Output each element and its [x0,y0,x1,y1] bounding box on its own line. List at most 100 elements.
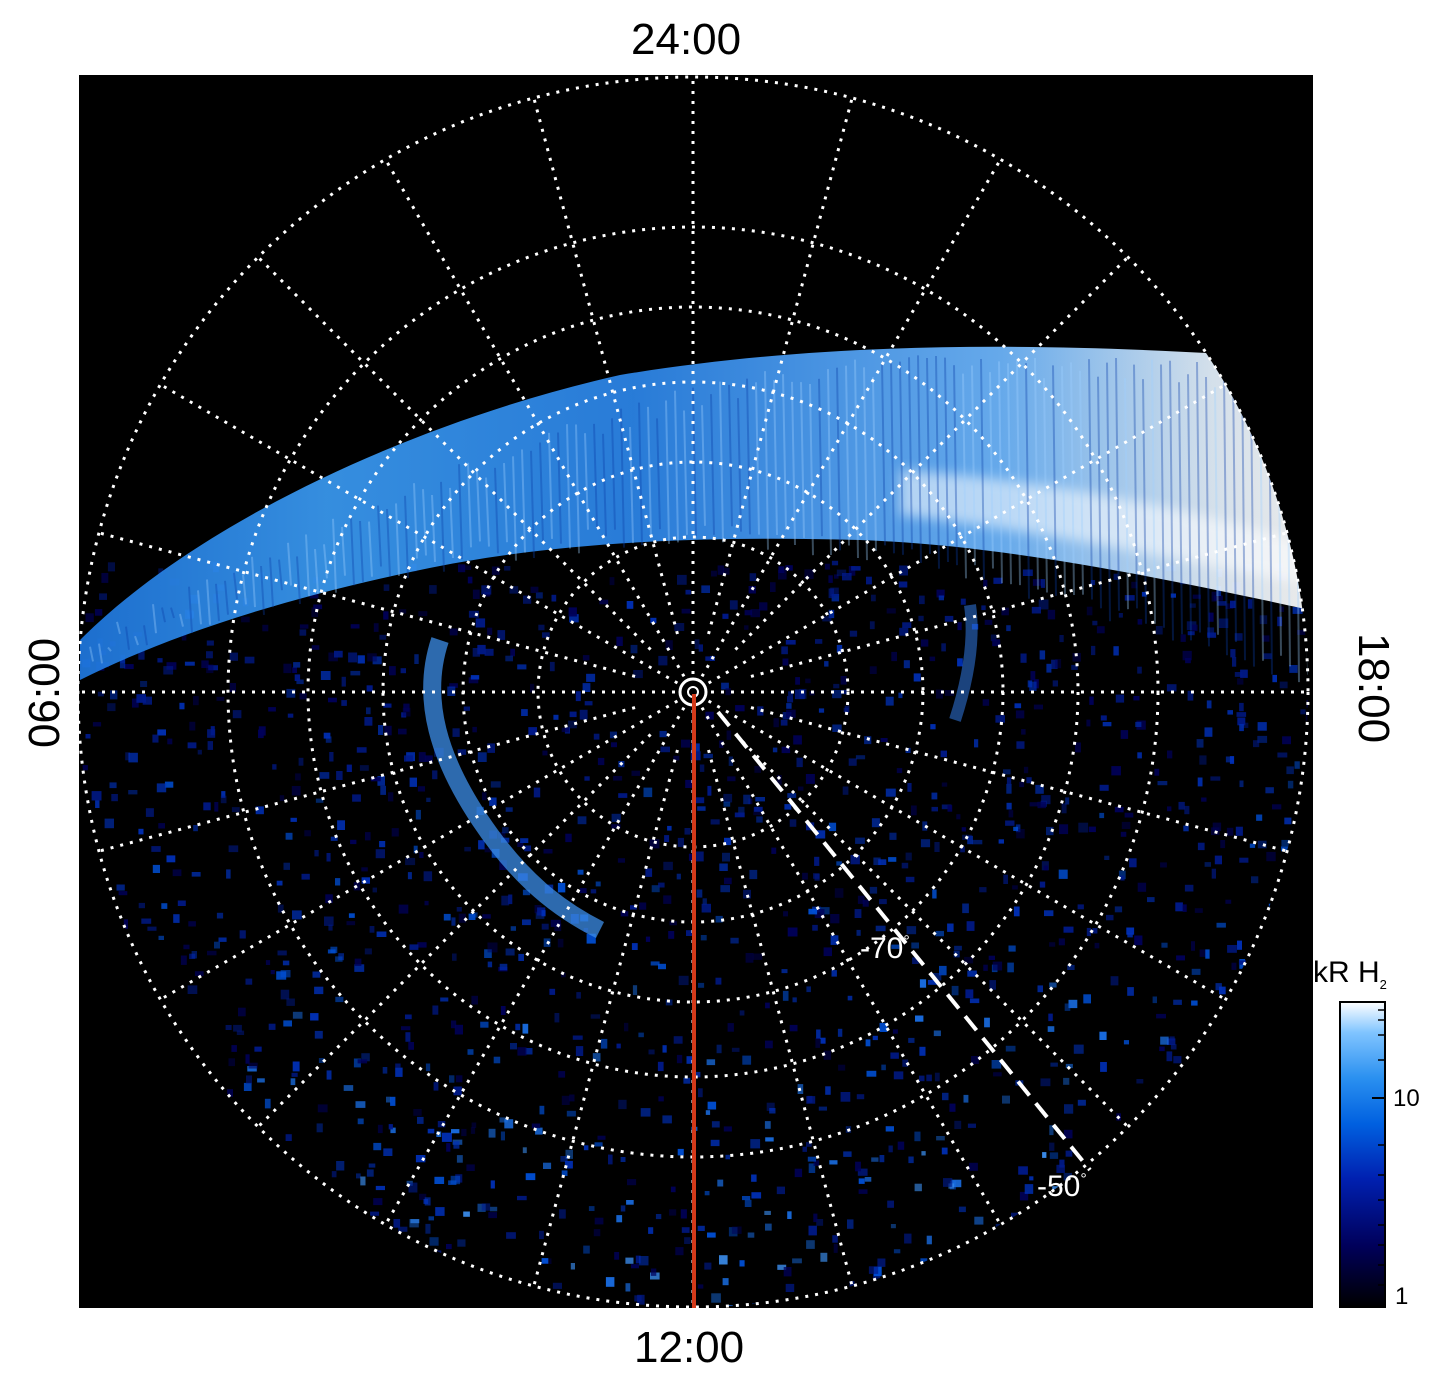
noise-pixel [1033,704,1043,710]
noise-pixel [1099,1031,1107,1040]
noise-pixel [368,1163,376,1168]
noise-pixel [157,729,166,736]
noise-pixel [291,786,301,796]
noise-pixel [350,624,360,629]
noise-pixel [1127,933,1133,938]
noise-pixel [879,1155,885,1163]
oval-striation [935,355,940,569]
noise-pixel [424,1197,431,1206]
noise-pixel [270,970,275,975]
noise-pixel [823,947,832,957]
noise-pixel [889,832,897,840]
noise-pixel [245,978,253,985]
noise-pixel [110,690,118,700]
noise-pixel [600,1038,608,1049]
noise-pixel [432,770,438,780]
noise-pixel [1161,942,1168,948]
noise-pixel [1065,1063,1073,1069]
noise-pixel [487,961,493,968]
noise-pixel [704,1262,712,1270]
noise-pixel [711,1293,721,1303]
noise-pixel [470,1127,476,1134]
noise-pixel [785,1283,795,1292]
noise-pixel [684,828,691,835]
noise-pixel [936,1136,945,1141]
noise-pixel [702,898,707,905]
noise-pixel [429,585,437,594]
noise-pixel [456,1155,463,1163]
oval-striation [845,365,850,546]
noise-pixel [831,970,837,977]
noise-pixel [868,1266,879,1274]
oval-striation [233,572,238,600]
noise-pixel [505,948,515,956]
noise-pixel [417,1116,424,1124]
oval-striation [512,456,517,561]
noise-pixel [1201,797,1207,802]
oval-striation [872,377,877,551]
noise-pixel [478,840,485,850]
noise-pixel [815,1038,820,1048]
noise-pixel [1039,881,1046,888]
noise-pixel [1238,960,1249,965]
oval-striation [1196,361,1201,633]
oval-striation [656,418,661,530]
noise-pixel [1191,968,1201,975]
noise-pixel [723,1126,732,1132]
emission-layer [80,346,1308,1307]
noise-pixel [1118,613,1123,618]
noise-pixel [173,914,180,923]
noise-pixel [1064,1104,1074,1114]
noise-pixel [706,1059,716,1066]
noise-pixel [238,1007,246,1017]
noise-pixel [992,961,1003,971]
oval-striation [674,390,679,543]
noise-pixel [247,1066,257,1072]
noise-pixel [450,1175,461,1185]
noise-pixel [398,728,407,735]
oval-striation [629,426,634,544]
noise-pixel [594,1142,603,1147]
noise-pixel [749,869,758,880]
oval-striation [1169,360,1174,641]
noise-pixel [493,1056,501,1064]
noise-pixel [754,806,763,812]
noise-pixel [807,1095,813,1103]
noise-pixel [236,1030,245,1035]
noise-pixel [561,972,566,978]
noise-pixel [109,782,117,789]
noise-pixel [467,1049,474,1055]
noise-pixel [446,1244,452,1250]
noise-pixel [1294,761,1300,769]
noise-pixel [125,752,130,761]
noise-pixel [343,1085,354,1091]
noise-pixel [990,634,997,642]
noise-pixel [908,1156,914,1164]
noise-pixel [814,856,820,866]
oval-striation [1151,359,1156,624]
noise-pixel [911,805,917,816]
noise-pixel [379,634,387,640]
noise-pixel [685,779,694,788]
latitude-label-outer: -50° [1037,1170,1087,1203]
coordinate-grid [76,75,1310,1309]
noise-pixel [605,1277,615,1287]
noise-pixel [1043,865,1048,871]
noise-pixel [254,1046,262,1052]
noise-pixel [425,1223,431,1234]
noise-pixel [902,622,912,628]
noise-pixel [142,696,152,705]
noise-pixel [794,1168,803,1178]
noise-pixel [815,639,823,644]
noise-pixel [107,562,115,572]
noise-pixel [814,909,825,919]
noise-pixel [461,1128,467,1137]
noise-pixel [488,1212,497,1219]
oval-striation [998,361,1003,584]
noise-pixel [854,909,862,918]
noise-pixel [463,1211,470,1217]
noise-pixel [794,689,805,700]
noise-pixel [319,772,330,779]
noise-pixel [366,707,371,715]
oval-striation [485,477,490,547]
